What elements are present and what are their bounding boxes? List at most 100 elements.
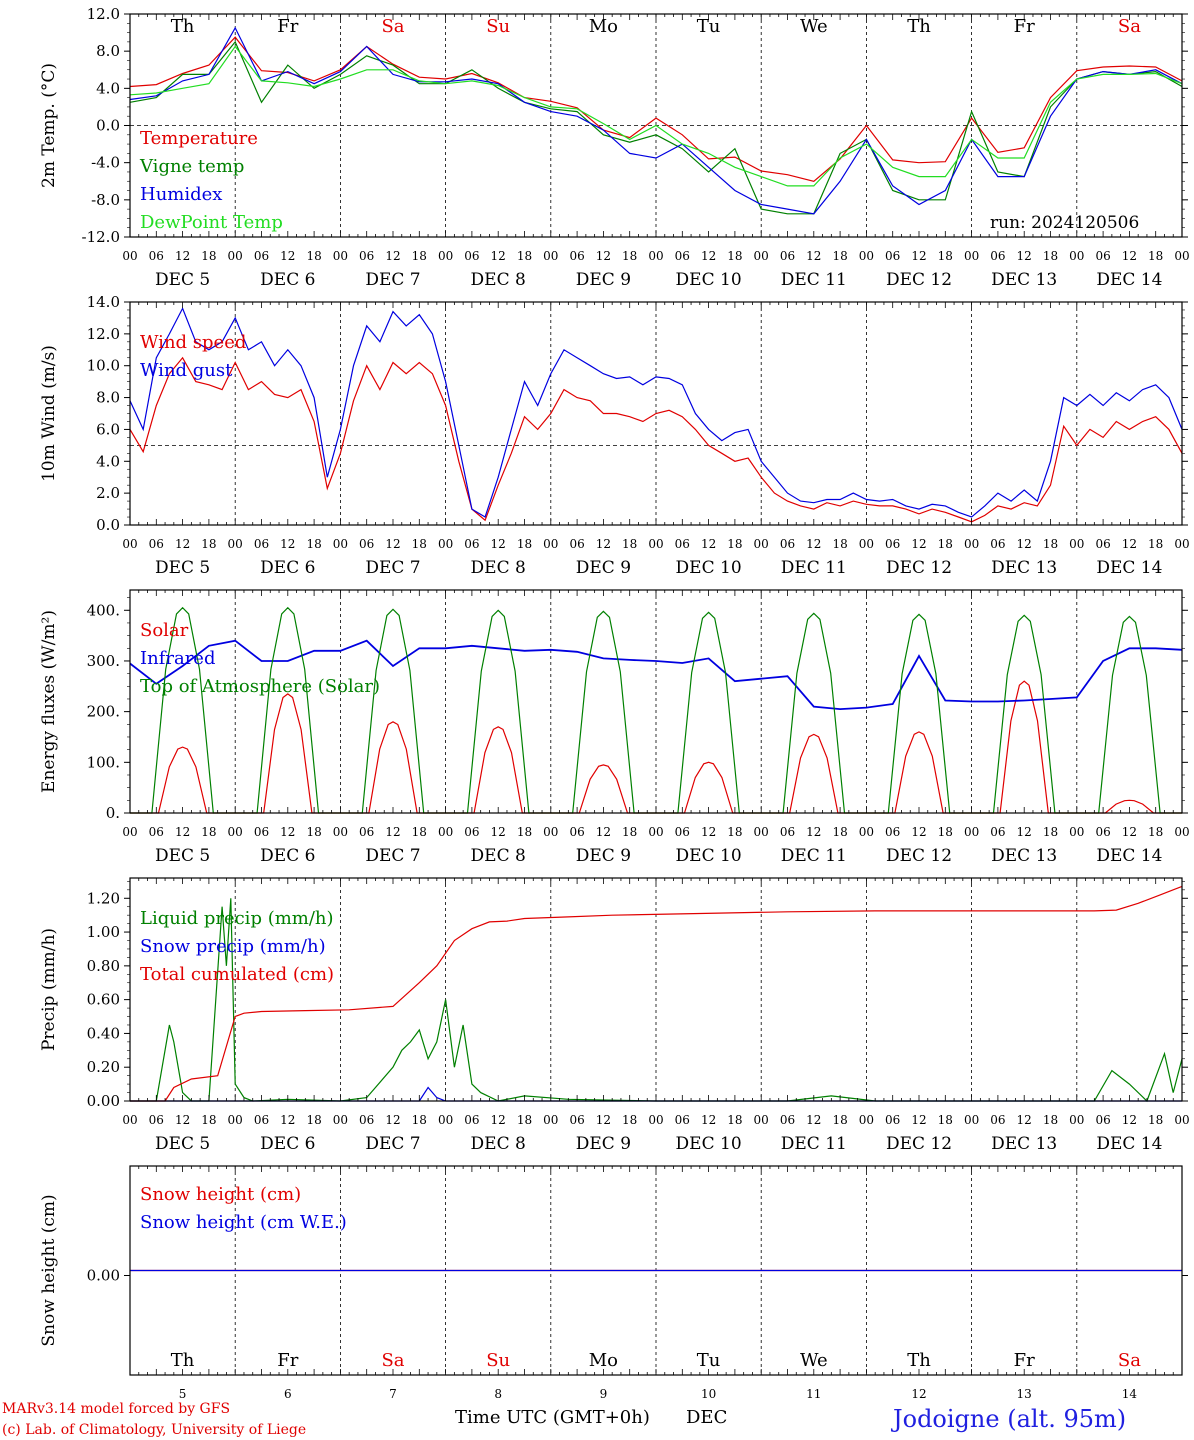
precip-date-label: DEC 9 [576,1134,631,1154]
temp-ytick-label: -12.0 [82,228,120,246]
precip-hour-label: 00 [438,1113,453,1127]
energy-hour-label: 00 [754,825,769,839]
wind-date-label: DEC 13 [991,558,1057,578]
precip-hour-label: 12 [911,1113,926,1127]
wind-hour-label: 06 [569,537,584,551]
energy-hour-label: 06 [990,825,1005,839]
wind-hour-label: 12 [701,537,716,551]
temp-series-dewpoint-temp [129,45,1183,187]
temp-hour-label: 00 [333,249,348,263]
energy-hour-label: 06 [149,825,164,839]
energy-legend-2: Top of Atmosphere (Solar) [140,676,380,697]
precip-hour-label: 06 [464,1113,479,1127]
temp-date-label: DEC 6 [260,270,315,290]
energy-date-label: DEC 5 [155,846,210,866]
snow-day-name: Fr [277,1350,298,1371]
precip-hour-label: 18 [306,1113,321,1127]
precip-hour-label: 06 [254,1113,269,1127]
energy-hour-label: 12 [491,825,506,839]
precip-hour-label: 12 [175,1113,190,1127]
temp-hour-label: 00 [648,249,663,263]
wind-hour-label: 18 [622,537,637,551]
temp-hour-label: 18 [1148,249,1163,263]
wind-hour-label: 12 [1017,537,1032,551]
energy-hour-label: 12 [701,825,716,839]
wind-hour-label: 06 [675,537,690,551]
snow-day-number: 14 [1122,1387,1138,1401]
energy-frame [129,589,1183,814]
precip-hour-label: 18 [727,1113,742,1127]
energy-hour-label: 00 [1069,825,1084,839]
temp-hour-label: 12 [491,249,506,263]
precip-date-label: DEC 7 [365,1134,420,1154]
energy-date-label: DEC 8 [471,846,526,866]
precip-hour-label: 06 [1095,1113,1110,1127]
wind-date-label: DEC 12 [886,558,952,578]
snow-day-name: Mo [589,1350,618,1371]
wind-hour-label: 00 [438,537,453,551]
footer-copyright: (c) Lab. of Climatology, University of L… [2,1422,306,1438]
wind-ytick-label: 0.0 [96,516,120,534]
energy-legend-1: Infrared [140,648,215,669]
temp-ytick-label: 12.0 [87,5,120,23]
temp-hour-label: 06 [1095,249,1110,263]
precip-date-label: DEC 10 [676,1134,742,1154]
energy-hour-label: 00 [648,825,663,839]
temp-series-humidex [129,26,1183,215]
temp-day-name: Th [907,16,931,37]
precip-date-label: DEC 14 [1096,1134,1162,1154]
temp-hour-label: 00 [1174,249,1189,263]
energy-hour-label: 18 [517,825,532,839]
wind-hour-label: 00 [333,537,348,551]
temp-hour-label: 00 [1069,249,1084,263]
wind-ytick-label: 14.0 [87,293,120,311]
precip-hour-label: 00 [859,1113,874,1127]
temp-day-name: Th [171,16,195,37]
wind-date-label: DEC 8 [471,558,526,578]
precip-date-label: DEC 5 [155,1134,210,1154]
precip-ytick-label: 0.00 [87,1092,120,1110]
station-name: Jodoigne (alt. 95m) [890,1405,1126,1433]
temp-hour-label: 12 [385,249,400,263]
temp-ytick-label: 8.0 [96,42,120,60]
energy-ytick-label: 100. [87,753,120,771]
wind-date-label: DEC 6 [260,558,315,578]
wind-ytick-label: 12.0 [87,325,120,343]
temp-legend-0: Temperature [140,128,258,149]
snow-y-axis-label: Snow height (cm) [39,1194,59,1346]
wind-hour-label: 00 [228,537,243,551]
temp-hour-label: 18 [727,249,742,263]
temp-ytick-label: -4.0 [91,154,120,172]
energy-hour-label: 00 [1174,825,1189,839]
wind-date-label: DEC 9 [576,558,631,578]
temp-hour-label: 00 [228,249,243,263]
temp-hour-label: 00 [122,249,137,263]
snow-day-number: 13 [1017,1387,1032,1401]
wind-hour-label: 18 [412,537,427,551]
energy-hour-label: 12 [911,825,926,839]
x-axis-month: DEC [686,1407,727,1428]
wind-hour-label: 12 [1122,537,1137,551]
temp-day-name: Sa [381,16,404,37]
wind-date-label: DEC 14 [1096,558,1162,578]
energy-date-label: DEC 10 [676,846,742,866]
wind-hour-label: 06 [464,537,479,551]
temp-hour-label: 00 [543,249,558,263]
energy-ytick-label: 200. [87,703,120,721]
energy-date-label: DEC 12 [886,846,952,866]
energy-date-label: DEC 11 [781,846,847,866]
snow-day-name: Th [171,1350,195,1371]
snow-day-number: 7 [389,1387,397,1401]
energy-hour-label: 00 [438,825,453,839]
wind-hour-label: 00 [648,537,663,551]
wind-ytick-label: 6.0 [96,420,120,438]
wind-date-label: DEC 10 [676,558,742,578]
temp-hour-label: 18 [201,249,216,263]
temp-y-axis-label: 2m Temp. (°C) [39,63,59,188]
temp-day-name: We [800,16,828,37]
temp-date-label: DEC 9 [576,270,631,290]
energy-ytick-label: 0. [106,804,120,822]
wind-hour-label: 18 [306,537,321,551]
wind-ytick-label: 2.0 [96,484,120,502]
snow-day-name: Fr [1014,1350,1035,1371]
